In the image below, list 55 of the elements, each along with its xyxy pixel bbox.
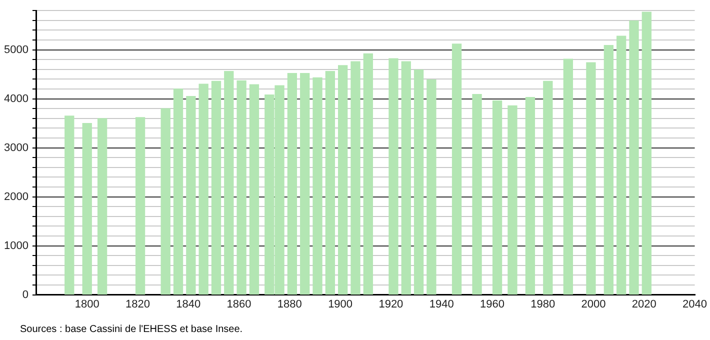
bar [64,116,74,295]
y-tick-label: 5000 [4,44,28,56]
bar [642,12,652,295]
x-tick-label: 2020 [632,298,656,310]
bar [563,58,573,295]
bar [224,71,234,295]
x-tick-label: 1940 [429,298,454,310]
bar [312,77,322,295]
x-tick-label: 1960 [480,298,504,310]
bar [249,84,260,295]
bar [350,61,360,295]
bar [543,80,553,295]
bar [363,53,373,295]
bar [97,118,108,295]
bar [616,36,626,295]
bar [388,58,398,295]
bar [629,20,639,295]
x-tick-label: 1800 [74,298,100,310]
y-tick-label: 1000 [4,240,28,252]
bar [414,70,424,295]
bar [82,122,92,295]
bar [211,80,222,295]
x-tick-label: 1900 [328,298,353,310]
y-tick-label: 2000 [4,190,28,203]
bar [198,84,208,295]
x-tick-label: 2000 [581,298,606,310]
x-tick-label: 1860 [226,298,252,310]
x-tick-label: 1820 [126,298,150,310]
bar [525,97,536,295]
bar [401,61,411,295]
bar [173,88,184,295]
bar [426,79,436,295]
bar [287,72,298,295]
y-tick-label: 0 [22,288,28,301]
source-note: Sources : base Cassini de l'EHESS et base Insee. [20,324,243,335]
bar [186,96,196,295]
x-tick-label: 2040 [682,298,708,310]
bar [160,108,170,295]
bar [492,100,502,295]
x-tick-label: 1880 [277,298,302,310]
y-tick-label: 3000 [4,142,28,154]
x-tick-label: 1840 [176,298,201,310]
bar [338,65,348,295]
bar [586,62,596,295]
bar [452,44,462,295]
bar [604,45,614,295]
bar [472,94,482,295]
bar [325,71,335,295]
x-tick-label: 1920 [378,298,404,310]
bar [300,72,310,295]
bar [236,80,246,295]
bar [508,105,518,295]
x-tick-label: 1980 [530,298,556,310]
bar [135,117,146,295]
y-tick-label: 4000 [4,92,28,105]
